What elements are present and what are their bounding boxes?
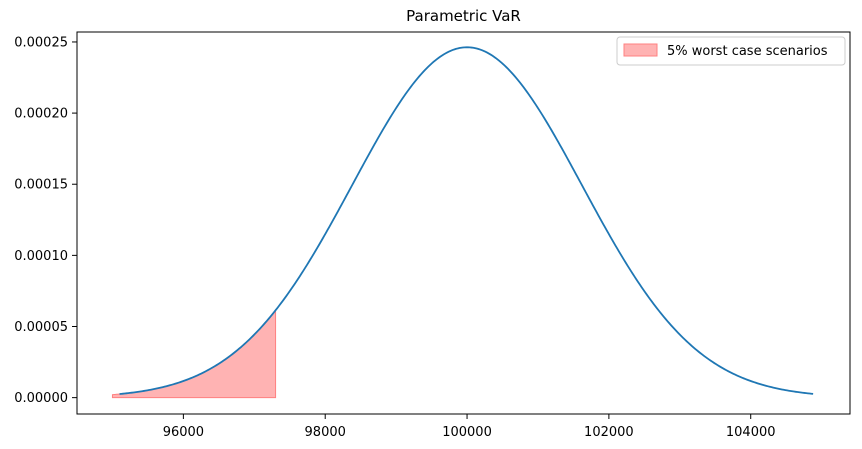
y-tick-label: 0.00020 xyxy=(14,107,68,122)
x-axis: 96000 98000 100000 102000 104000 xyxy=(163,414,776,440)
x-tick-label: 102000 xyxy=(584,425,634,440)
legend: 5% worst case scenarios xyxy=(616,36,846,66)
y-tick-label: 0.00025 xyxy=(14,35,68,50)
plot-frame xyxy=(76,31,851,415)
y-tick-label: 0.00010 xyxy=(14,249,68,264)
y-axis: 0.00000 0.00005 0.00010 0.00015 0.00020 0.000… xyxy=(14,35,77,406)
plot-area xyxy=(111,46,814,399)
x-tick-label: 100000 xyxy=(442,425,492,440)
x-tick-label: 96000 xyxy=(163,425,204,440)
x-tick-label: 98000 xyxy=(305,425,346,440)
chart-title: Parametric VaR xyxy=(406,7,521,25)
density-line xyxy=(119,46,814,395)
legend-swatch xyxy=(623,43,658,57)
y-tick-label: 0.00000 xyxy=(14,391,68,406)
y-tick-label: 0.00005 xyxy=(14,320,68,335)
y-tick-label: 0.00015 xyxy=(14,178,68,193)
legend-label: 5% worst case scenarios xyxy=(667,44,828,59)
legend-box xyxy=(616,36,846,66)
x-tick-label: 104000 xyxy=(726,425,776,440)
